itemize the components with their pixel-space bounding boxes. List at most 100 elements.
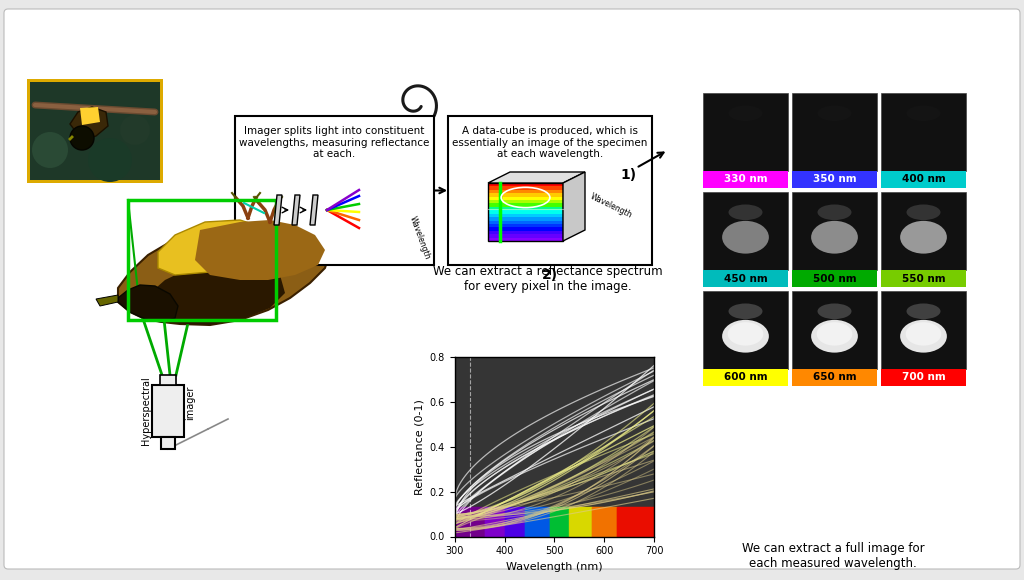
Ellipse shape	[900, 320, 947, 353]
Bar	[488, 196, 563, 200]
Polygon shape	[158, 220, 268, 275]
Bar	[488, 183, 563, 241]
Bar	[881, 291, 966, 369]
Text: 350 nm: 350 nm	[813, 175, 856, 184]
Text: 650 nm: 650 nm	[813, 372, 856, 382]
Polygon shape	[274, 195, 282, 225]
Ellipse shape	[811, 320, 858, 353]
Text: 330 nm: 330 nm	[724, 175, 767, 184]
Text: imager: imager	[185, 386, 195, 420]
Polygon shape	[145, 262, 285, 325]
Ellipse shape	[900, 221, 947, 253]
Bar	[703, 270, 788, 287]
Polygon shape	[118, 285, 178, 322]
Text: Wavelength: Wavelength	[408, 215, 432, 261]
Text: 1): 1)	[620, 168, 636, 182]
Polygon shape	[118, 218, 330, 325]
Text: 550 nm: 550 nm	[902, 274, 945, 284]
Text: 500 nm: 500 nm	[813, 274, 856, 284]
Bar	[792, 171, 877, 188]
Bar	[792, 192, 877, 270]
Text: 600 nm: 600 nm	[724, 372, 767, 382]
Bar	[488, 213, 563, 217]
Text: 700 nm: 700 nm	[901, 372, 945, 382]
Bar	[881, 192, 966, 270]
Bar	[27, 79, 163, 183]
Text: We can extract a reflectance spectrum
for every pixel in the image.: We can extract a reflectance spectrum fo…	[433, 265, 663, 293]
Bar	[488, 234, 563, 238]
Ellipse shape	[728, 106, 763, 121]
Bar	[152, 385, 184, 437]
Bar	[488, 223, 563, 227]
FancyBboxPatch shape	[234, 116, 434, 265]
Polygon shape	[488, 172, 585, 183]
Bar	[792, 369, 877, 386]
Ellipse shape	[906, 303, 940, 319]
Circle shape	[120, 115, 150, 145]
Bar	[488, 183, 563, 186]
Text: Imager splits light into constituent
wavelengths, measuring reflectance
at each.: Imager splits light into constituent wav…	[240, 126, 430, 159]
Ellipse shape	[905, 322, 941, 346]
Bar	[488, 210, 563, 213]
Bar	[881, 171, 966, 188]
Bar	[703, 291, 788, 369]
Circle shape	[32, 132, 68, 168]
X-axis label: Wavelength (nm): Wavelength (nm)	[506, 562, 603, 572]
Circle shape	[70, 126, 94, 150]
Text: 2): 2)	[542, 268, 558, 282]
Text: We can extract a full image for
each measured wavelength.: We can extract a full image for each mea…	[741, 542, 925, 570]
Ellipse shape	[906, 205, 940, 220]
FancyBboxPatch shape	[449, 116, 652, 265]
Bar	[128, 200, 276, 320]
Polygon shape	[80, 107, 100, 125]
Bar	[488, 230, 563, 234]
Ellipse shape	[728, 322, 763, 346]
Bar	[488, 206, 563, 211]
Y-axis label: Reflectance (0-1): Reflectance (0-1)	[414, 398, 424, 495]
Bar	[881, 93, 966, 171]
Bar	[488, 203, 563, 207]
Polygon shape	[310, 195, 318, 225]
Text: 450 nm: 450 nm	[724, 274, 767, 284]
Bar	[160, 375, 176, 385]
Bar	[792, 291, 877, 369]
Bar	[488, 237, 563, 241]
Ellipse shape	[728, 303, 763, 319]
Ellipse shape	[817, 106, 852, 121]
Bar	[488, 200, 563, 204]
Bar	[488, 189, 563, 193]
Circle shape	[88, 138, 132, 182]
Bar	[488, 193, 563, 197]
Bar	[881, 369, 966, 386]
Bar	[488, 216, 563, 220]
Bar	[30, 82, 160, 180]
Text: A data-cube is produced, which is
essentially an image of the specimen
at each w: A data-cube is produced, which is essent…	[453, 126, 648, 159]
Bar	[703, 171, 788, 188]
Bar	[703, 192, 788, 270]
Ellipse shape	[728, 205, 763, 220]
Polygon shape	[70, 107, 108, 140]
Polygon shape	[195, 220, 325, 280]
Text: 400 nm: 400 nm	[901, 175, 945, 184]
Polygon shape	[96, 295, 118, 306]
Polygon shape	[292, 195, 300, 225]
Ellipse shape	[817, 205, 852, 220]
Bar	[792, 270, 877, 287]
Bar	[703, 369, 788, 386]
Bar	[488, 186, 563, 190]
Bar	[703, 93, 788, 171]
Bar	[488, 220, 563, 224]
Ellipse shape	[722, 221, 769, 253]
FancyBboxPatch shape	[4, 9, 1020, 569]
Ellipse shape	[722, 320, 769, 353]
Text: Hyperspectral: Hyperspectral	[141, 376, 151, 445]
Bar	[792, 93, 877, 171]
Ellipse shape	[811, 221, 858, 253]
Bar	[161, 437, 175, 449]
Ellipse shape	[817, 322, 852, 346]
Ellipse shape	[817, 303, 852, 319]
Ellipse shape	[906, 106, 940, 121]
Bar	[488, 227, 563, 231]
Text: Wavelength: Wavelength	[589, 192, 634, 220]
Polygon shape	[563, 172, 585, 241]
